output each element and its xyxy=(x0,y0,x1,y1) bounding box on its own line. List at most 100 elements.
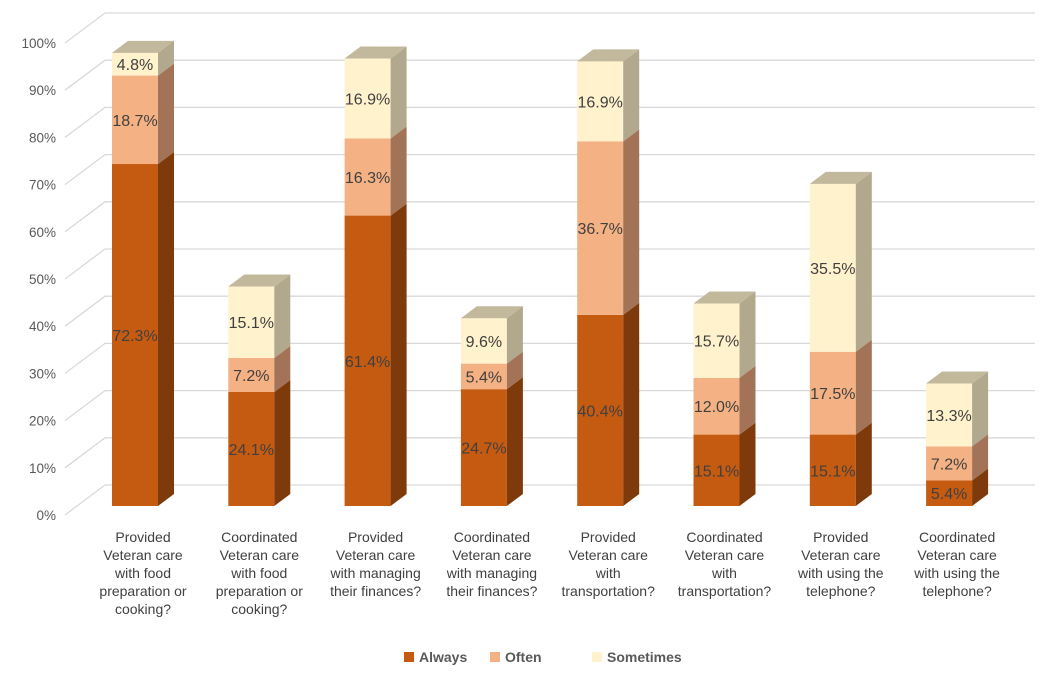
bar-side-often xyxy=(855,339,872,435)
bar-segment-often xyxy=(577,141,624,315)
y-tick-label: 20% xyxy=(29,414,56,429)
category-label-line: with food xyxy=(114,565,171,581)
y-tick-label: 70% xyxy=(29,178,56,193)
bar-stack: 40.4% 36.7% 16.9% xyxy=(577,49,640,506)
bar-side-sometimes xyxy=(274,274,291,358)
category-label: Coordinated Veteran care with food preparat… xyxy=(216,529,304,617)
bar-side-always xyxy=(506,377,523,506)
category-label: Provided Veteran care with transportation? xyxy=(561,529,655,599)
y-tick-label: 60% xyxy=(29,225,56,240)
bar-side-always xyxy=(274,380,291,506)
bar-top xyxy=(344,46,407,59)
data-label: 9.6% xyxy=(466,334,502,351)
legend-label-often: Often xyxy=(505,649,542,665)
bar-segment-sometimes xyxy=(112,52,158,76)
bar-side-always xyxy=(739,422,756,506)
bar-segment-often xyxy=(809,351,856,435)
category-label-line: with using the xyxy=(797,565,884,581)
data-label: 5.4% xyxy=(931,486,967,503)
bar-stack: 24.1% 7.2% 15.1% xyxy=(228,274,291,506)
bar-side-often xyxy=(274,345,291,393)
bar-top xyxy=(460,306,523,319)
gridline xyxy=(64,484,1035,516)
gridline xyxy=(64,201,1035,233)
category-label-line: Coordinated xyxy=(919,529,995,545)
category-label-line: Veteran care xyxy=(452,547,532,563)
category-label-line: with xyxy=(595,565,621,581)
category-label-line: Coordinated xyxy=(686,529,762,545)
category-label-line: with food xyxy=(230,565,287,581)
category-label-line: Veteran care xyxy=(103,547,183,563)
category-label-line: cooking? xyxy=(231,601,287,617)
gridline xyxy=(64,342,1035,374)
bar-side-always xyxy=(972,468,989,506)
category-label-line: with managing xyxy=(329,565,420,581)
bar-side-often xyxy=(390,126,407,216)
legend-swatch-always xyxy=(404,652,414,662)
bar-segment-always xyxy=(460,389,507,506)
category-label-line: Veteran care xyxy=(917,547,997,563)
data-label: 17.5% xyxy=(810,386,855,403)
category-label-line: cooking? xyxy=(115,601,171,617)
gridline xyxy=(64,59,1035,91)
data-label: 18.7% xyxy=(112,113,157,130)
bar-top xyxy=(112,40,174,53)
bar-segment-always xyxy=(344,215,391,506)
bar-top xyxy=(926,371,989,384)
y-tick-label: 30% xyxy=(29,366,56,381)
bar-segment-sometimes xyxy=(926,383,973,447)
y-tick-label: 50% xyxy=(29,272,56,287)
bar-side-always xyxy=(158,152,174,506)
category-label-line: Veteran care xyxy=(801,547,881,563)
category-label: Coordinated Veteran care with managing thei… xyxy=(446,529,538,599)
category-label-line: Veteran care xyxy=(569,547,649,563)
category-label-line: preparation or xyxy=(99,583,187,599)
bar-stack: 5.4% 7.2% 13.3% xyxy=(926,371,989,506)
bar-segment-often xyxy=(344,138,391,216)
data-label: 16.9% xyxy=(578,94,623,111)
bar-segment-sometimes xyxy=(344,58,391,139)
data-label: 15.1% xyxy=(694,463,739,480)
gridline xyxy=(64,106,1035,138)
gridline xyxy=(64,295,1035,327)
data-label: 24.1% xyxy=(229,442,274,459)
bar-top xyxy=(693,291,756,304)
bar-stack: 15.1% 12.0% 15.7% xyxy=(693,291,756,506)
bar-side-sometimes xyxy=(623,49,640,142)
y-tick-label: 90% xyxy=(29,83,56,98)
data-label: 12.0% xyxy=(694,399,739,416)
bar-segment-often xyxy=(228,357,275,393)
data-label: 15.1% xyxy=(229,315,274,332)
bar-segment-often xyxy=(460,363,507,390)
y-tick-label: 10% xyxy=(29,461,56,476)
bar-side-sometimes xyxy=(158,40,174,76)
data-label: 16.3% xyxy=(345,170,390,187)
category-label-line: their finances? xyxy=(330,583,421,599)
category-label-line: preparation or xyxy=(216,583,304,599)
gridline xyxy=(64,389,1035,422)
bar-stack: 61.4% 16.3% 16.9% xyxy=(344,46,407,506)
category-label-line: Provided xyxy=(581,529,636,545)
data-label: 7.2% xyxy=(931,456,967,473)
gridline xyxy=(64,437,1035,469)
bar-side-often xyxy=(739,365,756,435)
category-label-line: Provided xyxy=(348,529,403,545)
legend-swatch-sometimes xyxy=(592,652,602,662)
category-label-line: telephone? xyxy=(922,583,992,599)
category-label-line: Coordinated xyxy=(221,529,297,545)
bar-segment-sometimes xyxy=(577,61,624,142)
legend-label-always: Always xyxy=(419,649,467,665)
data-label: 15.1% xyxy=(810,463,855,480)
bar-segment-always xyxy=(577,314,624,506)
data-label: 72.3% xyxy=(112,328,157,345)
bar-side-sometimes xyxy=(972,371,989,447)
bar-segment-sometimes xyxy=(460,318,507,364)
bar-segment-often xyxy=(693,377,740,435)
bar-top xyxy=(809,171,872,184)
gridline xyxy=(64,153,1035,186)
category-label-line: with xyxy=(711,565,737,581)
bar-side-always xyxy=(390,203,407,506)
category-label-line: Provided xyxy=(813,529,868,545)
bar-segment-often xyxy=(926,446,973,481)
